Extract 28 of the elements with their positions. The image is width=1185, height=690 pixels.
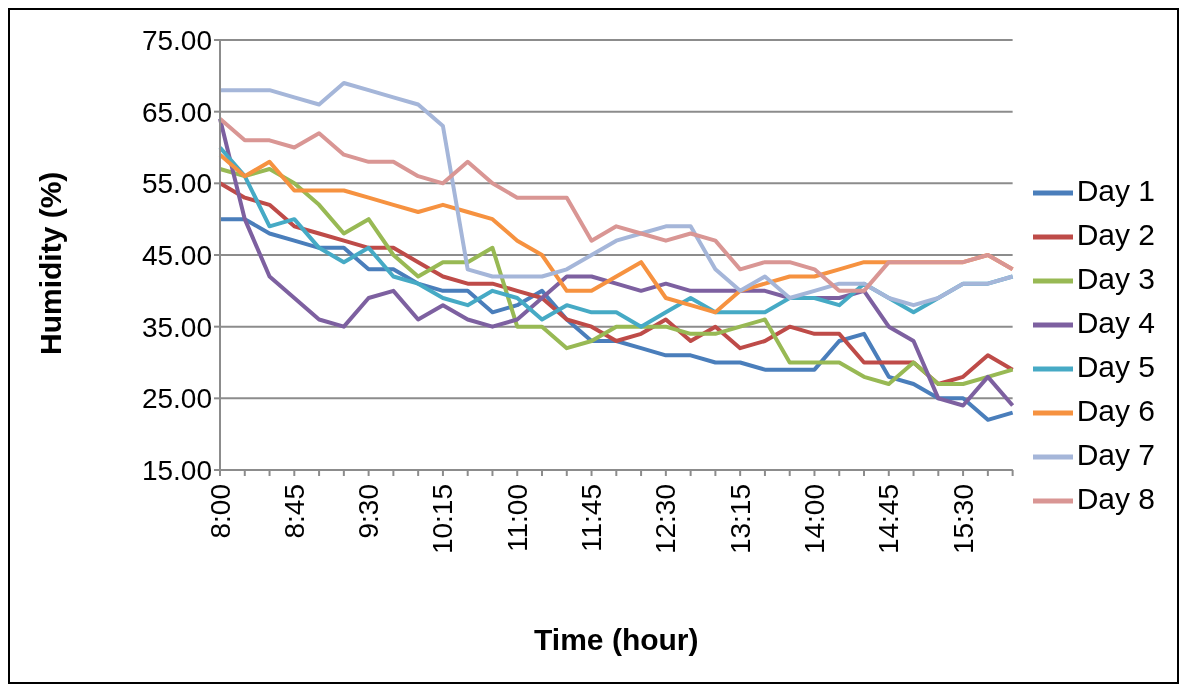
legend-label: Day 1 xyxy=(1076,173,1155,207)
y-tick-label: 15.00 xyxy=(141,454,212,486)
legend-label: Day 8 xyxy=(1076,482,1155,516)
x-tick-label: 15:30 xyxy=(947,484,979,555)
x-axis-title: Time (hour) xyxy=(534,623,699,656)
x-tick-label: 10:15 xyxy=(427,484,459,555)
legend-label: Day 4 xyxy=(1076,305,1155,339)
x-tick-label: 14:45 xyxy=(873,484,905,555)
y-tick-label: 35.00 xyxy=(141,311,212,343)
x-tick-label: 14:00 xyxy=(798,484,830,555)
x-tick-label: 11:45 xyxy=(576,484,608,552)
y-tick-label: 25.00 xyxy=(141,383,212,415)
x-tick-label: 12:30 xyxy=(650,484,682,555)
y-tick-label: 45.00 xyxy=(141,239,212,271)
legend-label: Day 5 xyxy=(1076,350,1155,383)
legend-label: Day 7 xyxy=(1076,438,1155,472)
y-tick-label: 65.00 xyxy=(141,96,212,128)
x-tick-label: 11:00 xyxy=(501,484,533,552)
x-tick-label: 13:15 xyxy=(724,484,756,555)
x-tick-label: 8:00 xyxy=(204,484,236,539)
x-tick-label: 9:30 xyxy=(353,484,385,539)
y-axis-title: Humidity (%) xyxy=(33,171,67,355)
x-tick-label: 8:45 xyxy=(278,484,310,539)
y-tick-label: 75.00 xyxy=(141,24,212,56)
legend-label: Day 2 xyxy=(1076,217,1155,251)
legend-label: Day 3 xyxy=(1076,261,1155,295)
legend-label: Day 6 xyxy=(1076,394,1155,428)
y-tick-label: 55.00 xyxy=(141,168,212,200)
